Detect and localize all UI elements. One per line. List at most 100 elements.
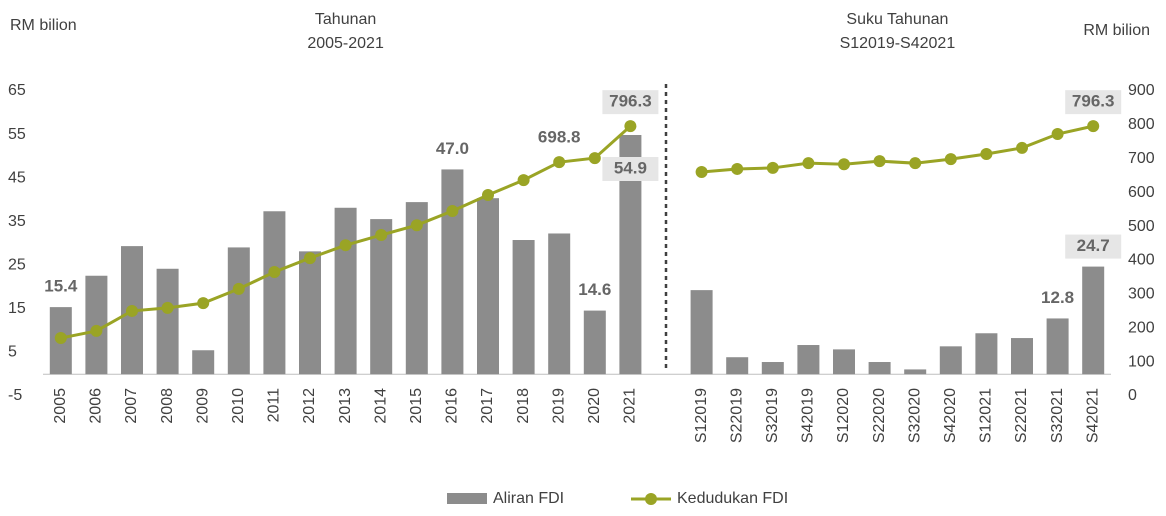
y2-tick-label: 0 bbox=[1128, 387, 1137, 404]
line-marker bbox=[90, 324, 103, 337]
y2-tick-label: 500 bbox=[1128, 218, 1155, 235]
line-marker bbox=[1051, 128, 1064, 141]
line-marker bbox=[838, 158, 850, 171]
x-tick-label: 2017 bbox=[479, 388, 496, 424]
bar bbox=[619, 135, 642, 375]
line-marker bbox=[232, 282, 245, 295]
bar bbox=[1046, 318, 1069, 375]
y-tick-label: 15 bbox=[8, 300, 26, 317]
section-title: 2005-2021 bbox=[307, 35, 384, 52]
data-label: 47.0 bbox=[436, 139, 469, 158]
bar bbox=[156, 268, 179, 375]
bar bbox=[370, 219, 393, 375]
line-marker bbox=[482, 189, 494, 202]
x-tick-label: S22019 bbox=[728, 388, 745, 443]
line-marker bbox=[126, 304, 138, 317]
section-title: Suku Tahunan bbox=[846, 11, 948, 28]
x-tick-label: 2006 bbox=[88, 388, 105, 424]
y-tick-label: 55 bbox=[8, 126, 26, 143]
data-label: 796.3 bbox=[609, 92, 652, 111]
line-marker bbox=[624, 120, 637, 133]
bar bbox=[583, 310, 606, 375]
line-marker bbox=[197, 297, 210, 310]
bar bbox=[512, 240, 535, 375]
x-tick-label: 2015 bbox=[408, 388, 425, 424]
x-tick-label: S42021 bbox=[1084, 388, 1101, 443]
x-tick-label: 2021 bbox=[622, 388, 639, 424]
line-marker bbox=[268, 265, 281, 278]
bar bbox=[334, 207, 357, 375]
line-marker bbox=[944, 153, 957, 166]
x-tick-label: 2014 bbox=[372, 388, 389, 424]
data-label: 15.4 bbox=[44, 277, 78, 296]
x-tick-label: 2011 bbox=[266, 388, 283, 423]
line-marker bbox=[980, 148, 993, 161]
bar bbox=[975, 333, 998, 375]
data-label: 24.7 bbox=[1077, 236, 1110, 255]
line-marker bbox=[375, 229, 388, 242]
bar bbox=[1011, 338, 1033, 375]
line-marker bbox=[588, 152, 601, 165]
x-tick-label: 2008 bbox=[159, 388, 176, 424]
x-tick-label: 2020 bbox=[586, 388, 603, 424]
bar bbox=[1082, 266, 1105, 375]
line-marker bbox=[1087, 120, 1100, 133]
line-marker bbox=[695, 165, 708, 178]
line-marker bbox=[731, 162, 744, 175]
y2-axis-label: RM bilion bbox=[1083, 22, 1150, 39]
x-tick-label: 2005 bbox=[52, 388, 69, 424]
line-marker bbox=[1016, 141, 1028, 154]
label-box bbox=[602, 90, 659, 115]
line-marker bbox=[410, 219, 423, 232]
line-marker bbox=[802, 157, 815, 170]
y2-tick-label: 900 bbox=[1128, 82, 1155, 99]
x-tick-label: 2019 bbox=[550, 388, 567, 424]
line-marker bbox=[446, 204, 459, 217]
y-tick-label: 65 bbox=[8, 82, 26, 99]
y-axis-label: RM bilion bbox=[10, 17, 77, 34]
legend-label: Kedudukan FDI bbox=[677, 490, 788, 507]
x-tick-label: 2007 bbox=[123, 388, 140, 424]
x-tick-label: S32021 bbox=[1049, 388, 1066, 443]
bar bbox=[833, 349, 855, 375]
x-tick-label: S22021 bbox=[1013, 388, 1030, 443]
data-label: 796.3 bbox=[1072, 92, 1115, 111]
x-tick-label: S22020 bbox=[871, 388, 888, 443]
line-marker bbox=[161, 301, 174, 314]
bar bbox=[904, 369, 927, 375]
y-tick-label: 25 bbox=[8, 257, 26, 274]
line-marker bbox=[553, 156, 566, 169]
line-marker bbox=[304, 252, 316, 265]
bar bbox=[477, 198, 499, 375]
bar bbox=[263, 211, 286, 375]
x-tick-label: 2009 bbox=[194, 388, 211, 424]
x-tick-label: S32020 bbox=[906, 388, 923, 443]
x-tick-label: 2013 bbox=[337, 388, 354, 424]
line bbox=[701, 124, 1094, 174]
legend-marker bbox=[645, 493, 657, 505]
y2-tick-label: 800 bbox=[1128, 116, 1155, 133]
bar bbox=[227, 247, 250, 375]
x-tick-label: S42019 bbox=[800, 388, 817, 443]
bar bbox=[690, 290, 713, 375]
data-label: 54.9 bbox=[614, 158, 647, 177]
x-tick-label: S12021 bbox=[978, 388, 995, 443]
bar bbox=[192, 350, 215, 375]
x-tick-label: S32019 bbox=[764, 388, 781, 443]
line-marker bbox=[766, 161, 779, 174]
y2-tick-label: 700 bbox=[1128, 150, 1155, 167]
x-tick-label: S12019 bbox=[693, 388, 710, 443]
y-tick-label: 35 bbox=[8, 213, 26, 230]
line-marker bbox=[517, 174, 530, 187]
data-label: 14.6 bbox=[578, 280, 611, 299]
bar bbox=[939, 346, 962, 375]
x-tick-label: 2012 bbox=[301, 388, 318, 424]
y-tick-label: -5 bbox=[8, 387, 22, 404]
legend-label: Aliran FDI bbox=[493, 490, 564, 507]
line-marker bbox=[54, 332, 67, 345]
bar bbox=[761, 362, 784, 375]
x-tick-label: 2018 bbox=[515, 388, 532, 424]
x-tick-label: 2010 bbox=[230, 388, 247, 424]
bar bbox=[548, 233, 571, 375]
